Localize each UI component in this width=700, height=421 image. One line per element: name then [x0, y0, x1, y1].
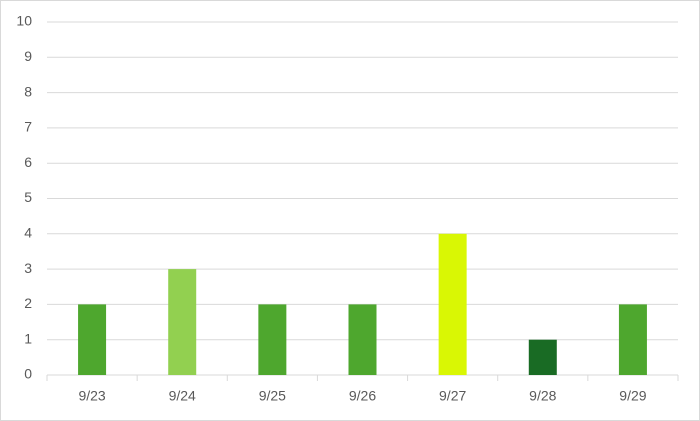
y-tick-label: 4 — [24, 225, 32, 241]
y-tick-label: 3 — [24, 260, 32, 276]
y-tick-label: 7 — [24, 119, 32, 135]
y-tick-label: 1 — [24, 330, 32, 346]
x-tick-label: 9/27 — [439, 388, 466, 404]
bar — [438, 233, 467, 375]
bar — [528, 339, 557, 375]
x-tick-label: 9/25 — [259, 388, 286, 404]
bar — [78, 304, 107, 375]
x-tick-label: 9/29 — [619, 388, 646, 404]
y-tick-label: 6 — [24, 154, 32, 170]
bar — [258, 304, 287, 375]
x-tick-label: 9/28 — [529, 388, 556, 404]
y-tick-label: 9 — [24, 48, 32, 64]
y-tick-label: 5 — [24, 189, 32, 205]
y-tick-label: 10 — [16, 13, 32, 29]
x-tick-label: 9/26 — [349, 388, 376, 404]
bar — [168, 269, 197, 375]
bar — [348, 304, 377, 375]
x-tick-label: 9/24 — [169, 388, 196, 404]
x-tick-label: 9/23 — [78, 388, 105, 404]
y-tick-label: 8 — [24, 83, 32, 99]
y-tick-label: 2 — [24, 295, 32, 311]
bar — [618, 304, 647, 375]
y-tick-label: 0 — [24, 366, 32, 382]
